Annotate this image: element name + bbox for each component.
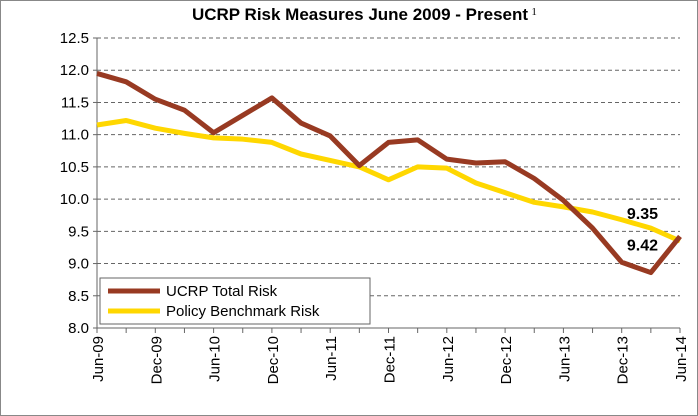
y-tick-label: 12.5 xyxy=(60,30,89,47)
x-tick-label: Dec-13 xyxy=(615,336,632,384)
x-tick-label: Jun-11 xyxy=(323,336,340,381)
chart-title: UCRP Risk Measures June 2009 - Present xyxy=(192,5,528,24)
y-tick-label: 9.5 xyxy=(68,223,89,240)
series-line xyxy=(96,71,682,276)
y-tick-label: 8.0 xyxy=(68,320,89,337)
y-tick-label: 10.0 xyxy=(60,191,89,208)
x-tick-label: Jun-09 xyxy=(90,336,107,382)
x-tick-label: Jun-12 xyxy=(440,336,457,382)
x-tick-label: Jun-14 xyxy=(673,336,690,382)
x-tick-label: Dec-10 xyxy=(265,336,282,384)
y-tick-label: 11.5 xyxy=(61,94,89,111)
title-superscript: 1 xyxy=(531,6,537,18)
y-tick-label: 11.0 xyxy=(61,127,89,144)
data-label: 9.42 xyxy=(627,237,658,254)
x-tick-label: Dec-09 xyxy=(148,336,165,384)
legend-box xyxy=(99,277,371,325)
x-tick-label: Dec-12 xyxy=(498,336,515,384)
series-line xyxy=(96,117,682,244)
y-tick-label: 8.5 xyxy=(68,288,89,305)
legend-label: Policy Benchmark Risk xyxy=(166,303,320,320)
data-label: 9.35 xyxy=(627,206,658,223)
y-tick-label: 12.0 xyxy=(60,62,89,79)
x-tick-label: Jun-13 xyxy=(556,336,573,382)
y-tick-label: 10.5 xyxy=(60,159,89,176)
y-tick-label: 9.0 xyxy=(68,256,89,273)
x-tick-label: Jun-10 xyxy=(207,336,224,382)
legend-label: UCRP Total Risk xyxy=(166,283,278,300)
x-tick-label: Dec-11 xyxy=(382,336,399,383)
